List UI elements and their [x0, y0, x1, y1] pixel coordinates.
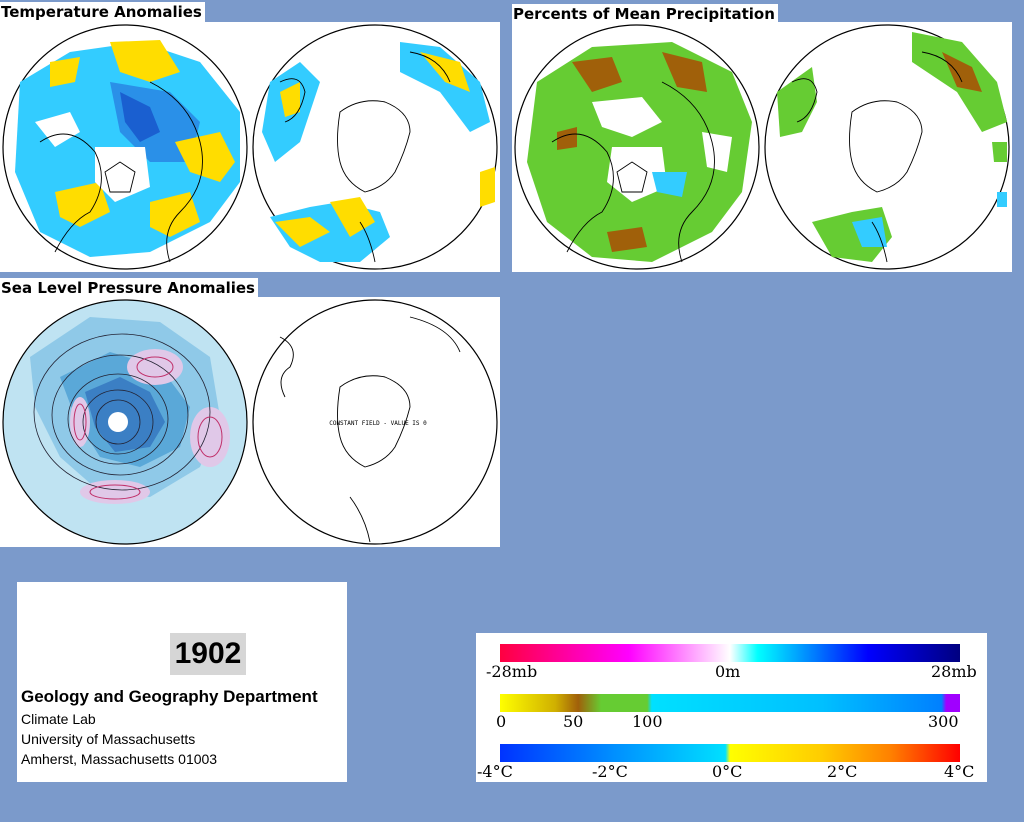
temperature-nh-fill [15, 40, 240, 257]
temperature-tick-2: -2°C [592, 762, 628, 781]
pressure-sh-label: CONSTANT FIELD - VALUE IS 0 [329, 420, 427, 427]
address: Amherst, Massachusetts 01003 [21, 751, 218, 767]
precipitation-panel [512, 22, 1012, 272]
info-box [17, 582, 347, 782]
year-label: 1902 [170, 633, 246, 675]
university-name: University of Massachusetts [21, 731, 196, 747]
pressure-tick-max: 28mb [931, 662, 977, 681]
pressure-tick-min: -28mb [486, 662, 538, 681]
precipitation-tick-0: 0 [496, 712, 507, 731]
temperature-panel [0, 22, 500, 272]
precipitation-sh-fill [777, 32, 1007, 262]
temperature-tick-5: 4°C [944, 762, 975, 781]
pressure-colorbar [500, 644, 960, 662]
temperature-title: Temperature Anomalies [0, 2, 205, 22]
precipitation-tick-100: 100 [632, 712, 663, 731]
pressure-maps: CONSTANT FIELD - VALUE IS 0 [2, 299, 498, 545]
precipitation-tick-50: 50 [563, 712, 584, 731]
pressure-tick-mid: 0m [715, 662, 741, 681]
precipitation-title: Percents of Mean Precipitation [512, 4, 778, 24]
temperature-colorbar [500, 744, 960, 762]
temperature-tick-1: -4°C [477, 762, 513, 781]
precipitation-maps [514, 24, 1010, 270]
temperature-maps [2, 24, 498, 270]
lab-name: Climate Lab [21, 711, 96, 727]
precipitation-colorbar [500, 694, 960, 712]
temperature-sh-fill [262, 42, 495, 262]
precipitation-nh-fill [527, 42, 752, 262]
pressure-title: Sea Level Pressure Anomalies [0, 278, 258, 298]
department-name: Geology and Geography Department [21, 687, 318, 706]
temperature-tick-3: 0°C [712, 762, 743, 781]
pressure-nh-fill [30, 317, 230, 504]
temperature-tick-4: 2°C [827, 762, 858, 781]
precipitation-tick-300: 300 [928, 712, 959, 731]
pressure-panel: CONSTANT FIELD - VALUE IS 0 [0, 297, 500, 547]
